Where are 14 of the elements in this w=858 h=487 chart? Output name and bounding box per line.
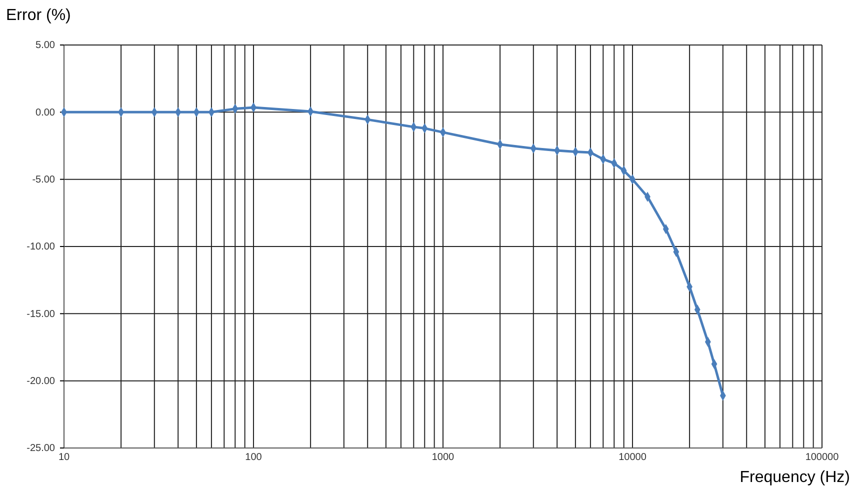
x-axis-title: Frequency (Hz) [740,469,850,486]
y-tick-label: 0.00 [36,107,56,118]
y-tick-label: -20.00 [26,376,56,388]
y-tick-label: -5.00 [32,174,56,186]
y-axis-title: Error (%) [6,7,71,24]
y-tick-label: 5.00 [36,40,56,52]
x-tick-label: 10 [58,452,70,464]
x-tick-label: 1000 [432,452,455,464]
x-tick-label: 10000 [618,452,647,464]
y-tick-label: -15.00 [26,308,56,320]
x-tick-label: 100000 [805,452,840,464]
x-tick-label: 100 [245,452,262,464]
y-tick-label: -25.00 [26,443,56,454]
y-tick-label: -10.00 [26,242,56,253]
